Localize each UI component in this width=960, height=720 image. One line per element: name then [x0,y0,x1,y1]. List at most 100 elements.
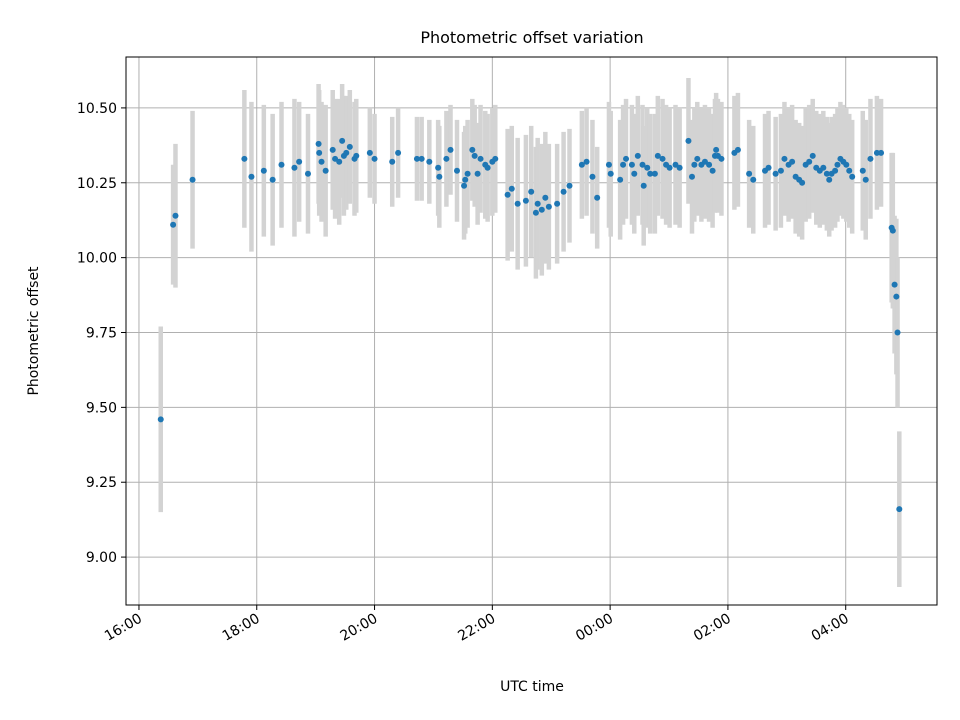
data-point [765,164,772,171]
data-point [666,164,673,171]
data-point [542,194,549,201]
data-point [820,164,827,171]
data-point [806,158,813,165]
data-point [443,155,450,162]
data-point [750,176,757,183]
data-point [318,158,325,165]
data-point [691,161,698,168]
data-point [304,170,311,177]
data-point [241,155,248,162]
data-point [594,194,601,201]
data-point [418,155,425,162]
data-point [644,164,651,171]
data-point [566,182,573,189]
data-point [366,149,373,156]
data-point [789,158,796,165]
data-point [329,146,336,153]
data-point [617,176,624,183]
y-tick-label: 9.75 [86,325,117,341]
data-point [534,200,541,207]
y-tick-label: 10.00 [77,251,117,267]
data-point [339,137,346,144]
data-point [631,170,638,177]
data-point [353,152,360,159]
data-point [891,281,898,288]
data-point [291,164,298,171]
chart-title: Photometric offset variation [420,28,643,47]
data-point [634,152,641,159]
data-point [413,155,420,162]
data-point [492,155,499,162]
data-point [654,152,661,159]
data-point [620,161,627,168]
data-point [464,170,471,177]
data-point [346,143,353,150]
data-point [461,182,468,189]
data-point [426,158,433,165]
y-axis-ticks: 9.00 9.25 9.50 9.75 10.00 10.25 10.50 [77,101,126,566]
data-point [389,158,396,165]
data-point [269,176,276,183]
data-point [332,155,339,162]
data-point [583,158,590,165]
data-point [639,161,646,168]
data-point [734,146,741,153]
data-point [607,170,614,177]
data-point [809,152,816,159]
data-point [709,167,716,174]
data-point [189,176,196,183]
data-point [504,191,511,198]
y-tick-label: 9.50 [86,400,117,416]
data-point [474,170,481,177]
data-point [447,146,454,153]
data-point [651,170,658,177]
data-point [867,155,874,162]
data-point [628,161,635,168]
data-point [471,152,478,159]
data-point [170,221,177,228]
data-point [706,161,713,168]
data-point [157,416,164,423]
data-point [522,197,529,204]
data-point [676,164,683,171]
data-point [640,182,647,189]
data-point [260,167,267,174]
data-point [316,149,323,156]
data-point [508,185,515,192]
data-point [647,170,654,177]
data-point [777,167,784,174]
data-point [894,329,901,336]
data-point [823,170,830,177]
data-point [781,155,788,162]
data-point [462,176,469,183]
data-point [799,179,806,186]
data-point [477,155,484,162]
data-point [843,161,850,168]
data-point [859,167,866,174]
data-point [659,155,666,162]
data-point [336,158,343,165]
data-point [623,155,630,162]
data-point [688,173,695,180]
data-point [746,170,753,177]
data-point [846,167,853,174]
data-point [589,173,596,180]
y-tick-label: 10.25 [77,176,117,192]
data-point [343,149,350,156]
data-point [873,149,880,156]
data-point [395,149,402,156]
data-point [685,137,692,144]
data-point [578,161,585,168]
data-point [371,155,378,162]
data-point [772,170,779,177]
data-point [672,161,679,168]
data-point [701,158,708,165]
plot-frame [125,56,938,606]
data-point [694,155,701,162]
data-point [532,209,539,216]
data-point [484,164,491,171]
data-point [315,140,322,147]
data-point [172,212,179,219]
y-tick-label: 9.00 [86,550,117,566]
